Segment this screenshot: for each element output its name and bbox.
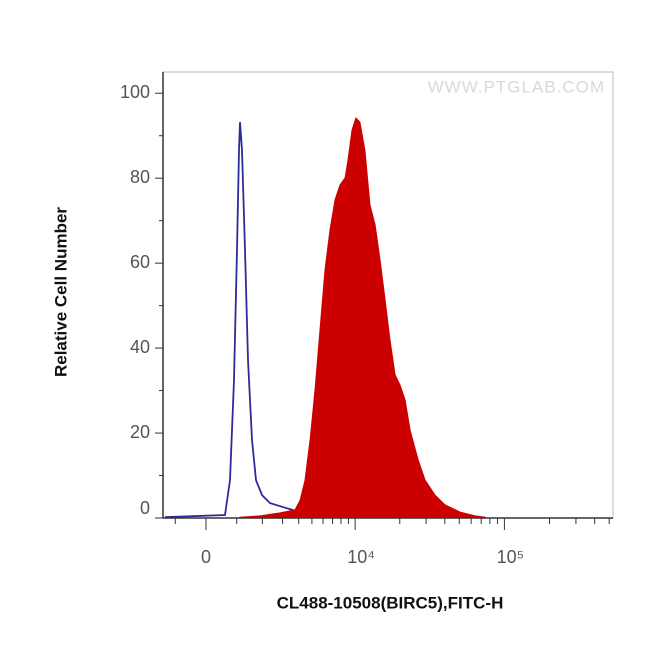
watermark: WWW.PTGLAB.COM — [428, 77, 605, 96]
histogram-area — [239, 116, 486, 519]
histogram-line — [165, 122, 341, 519]
y-tick-label: 80 — [130, 167, 150, 187]
y-tick-label: 20 — [130, 422, 150, 442]
y-tick-label: 40 — [130, 337, 150, 357]
y-axis-label: Relative Cell Number — [51, 207, 70, 377]
x-tick-label: 10⁵ — [497, 547, 524, 567]
y-tick-label: 0 — [140, 498, 150, 518]
y-tick-label: 60 — [130, 252, 150, 272]
x-tick-label: 0 — [201, 547, 211, 567]
y-tick-label: 100 — [120, 82, 150, 102]
x-axis-label: CL488-10508(BIRC5),FITC-H — [277, 593, 504, 612]
x-tick-label: 10⁴ — [347, 547, 375, 567]
